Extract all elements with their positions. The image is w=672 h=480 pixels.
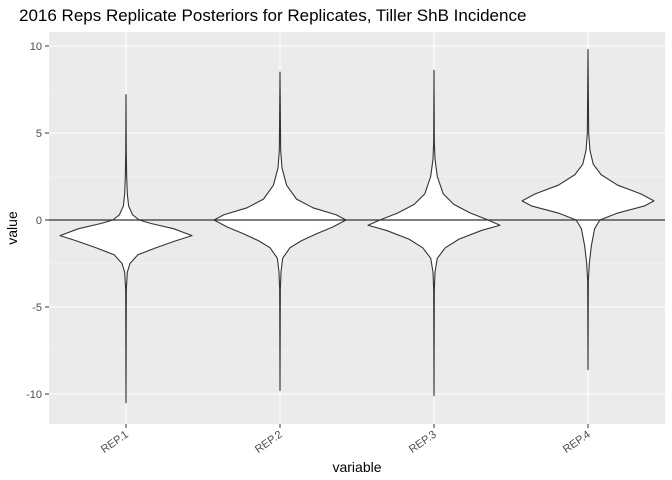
y-tick-label: -10 [26, 389, 42, 401]
x-tick-label: REP.4 [561, 429, 593, 456]
x-tick-label: REP.3 [407, 429, 439, 456]
y-tick-label: 0 [36, 215, 42, 227]
y-tick-label: 5 [36, 128, 42, 140]
violin-rep-3 [367, 69, 501, 397]
chart-title: 2016 Reps Replicate Posteriors for Repli… [19, 6, 526, 25]
violin-rep-1 [59, 94, 193, 404]
y-axis-title: value [4, 211, 20, 245]
minor-grid [49, 89, 665, 351]
y-tick-label: -5 [32, 302, 42, 314]
violin-rep-2 [213, 71, 347, 392]
x-axis: REP.1 REP.2 REP.3 REP.4 [99, 424, 593, 456]
y-tick-label: 10 [30, 41, 42, 53]
y-axis: 10 5 0 -5 -10 [26, 41, 49, 401]
x-tick-label: REP.1 [99, 429, 131, 456]
x-tick-label: REP.2 [253, 429, 285, 456]
x-axis-title: variable [332, 459, 381, 475]
